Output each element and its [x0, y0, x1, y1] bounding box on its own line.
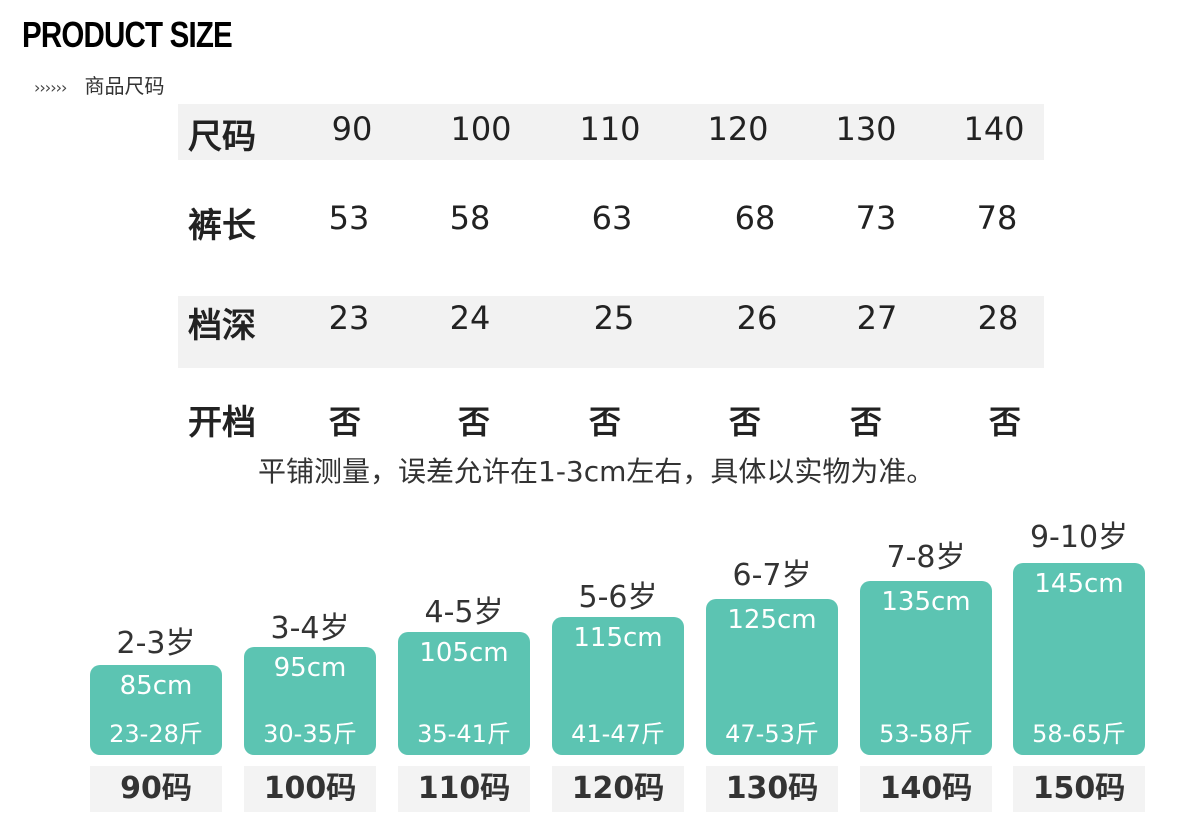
size-label: 140码 [860, 766, 992, 812]
table-cell: 68 [734, 199, 776, 237]
age-label: 7-8岁 [886, 540, 966, 575]
table-cell: 24 [449, 299, 491, 337]
table-cell: 53 [328, 199, 370, 237]
row-label: 裤长 [188, 206, 256, 246]
age-label: 4-5岁 [424, 595, 504, 630]
table-cell: 110 [579, 110, 641, 148]
table-row-bg [178, 104, 1044, 160]
page-title: PRODUCT SIZE [22, 14, 233, 55]
table-cell: 否 [728, 403, 761, 441]
table-cell: 23 [328, 299, 370, 337]
weight-label: 47-53斤 [725, 720, 819, 748]
subtitle-text: 商品尺码 [84, 74, 165, 98]
row-label: 档深 [188, 306, 256, 346]
table-cell: 120 [707, 110, 769, 148]
size-card: 115cm 41-47斤 [552, 617, 684, 755]
height-label: 125cm [727, 605, 817, 635]
weight-label: 35-41斤 [417, 720, 511, 748]
page-subtitle: ›››››› 商品尺码 [34, 70, 164, 99]
age-label: 5-6岁 [578, 580, 658, 615]
height-label: 85cm [119, 671, 193, 701]
table-cell: 27 [856, 299, 898, 337]
weight-label: 41-47斤 [571, 720, 665, 748]
size-card: 105cm 35-41斤 [398, 632, 530, 755]
arrows-icon: ›››››› [34, 78, 71, 97]
table-cell: 25 [593, 299, 635, 337]
size-label: 150码 [1013, 766, 1145, 812]
size-label: 120码 [552, 766, 684, 812]
size-card: 95cm 30-35斤 [244, 647, 376, 755]
table-cell: 否 [588, 403, 621, 441]
table-cell: 140 [963, 110, 1025, 148]
table-cell: 26 [736, 299, 778, 337]
age-label: 6-7岁 [732, 558, 812, 593]
size-label: 90码 [90, 766, 222, 812]
row-label: 尺码 [188, 117, 256, 157]
size-label: 130码 [706, 766, 838, 812]
table-cell: 28 [977, 299, 1019, 337]
table-cell: 63 [591, 199, 633, 237]
age-label: 9-10岁 [1029, 520, 1129, 555]
table-cell: 否 [988, 403, 1021, 441]
age-label: 2-3岁 [116, 626, 196, 661]
height-label: 115cm [573, 623, 663, 653]
height-label: 105cm [419, 638, 509, 668]
size-label: 100码 [244, 766, 376, 812]
size-card: 85cm 23-28斤 [90, 665, 222, 755]
age-label: 3-4岁 [270, 611, 350, 646]
measurement-note: 平铺测量，误差允许在1-3cm左右，具体以实物为准。 [258, 455, 935, 488]
row-label: 开档 [188, 403, 256, 443]
weight-label: 30-35斤 [263, 720, 357, 748]
table-cell: 130 [835, 110, 897, 148]
size-card: 135cm 53-58斤 [860, 581, 992, 755]
table-cell: 100 [450, 110, 512, 148]
table-cell: 90 [331, 110, 373, 148]
table-cell: 否 [328, 403, 361, 441]
table-cell: 58 [449, 199, 491, 237]
table-cell: 73 [855, 199, 897, 237]
table-cell: 78 [976, 199, 1018, 237]
table-cell: 否 [849, 403, 882, 441]
size-label: 110码 [398, 766, 530, 812]
weight-label: 58-65斤 [1032, 720, 1126, 748]
weight-label: 53-58斤 [879, 720, 973, 748]
height-label: 95cm [273, 653, 347, 683]
height-label: 145cm [1034, 569, 1124, 599]
height-label: 135cm [881, 587, 971, 617]
size-card: 125cm 47-53斤 [706, 599, 838, 755]
table-cell: 否 [457, 403, 490, 441]
table-row-bg [178, 296, 1044, 368]
size-card: 145cm 58-65斤 [1013, 563, 1145, 755]
weight-label: 23-28斤 [109, 720, 203, 748]
